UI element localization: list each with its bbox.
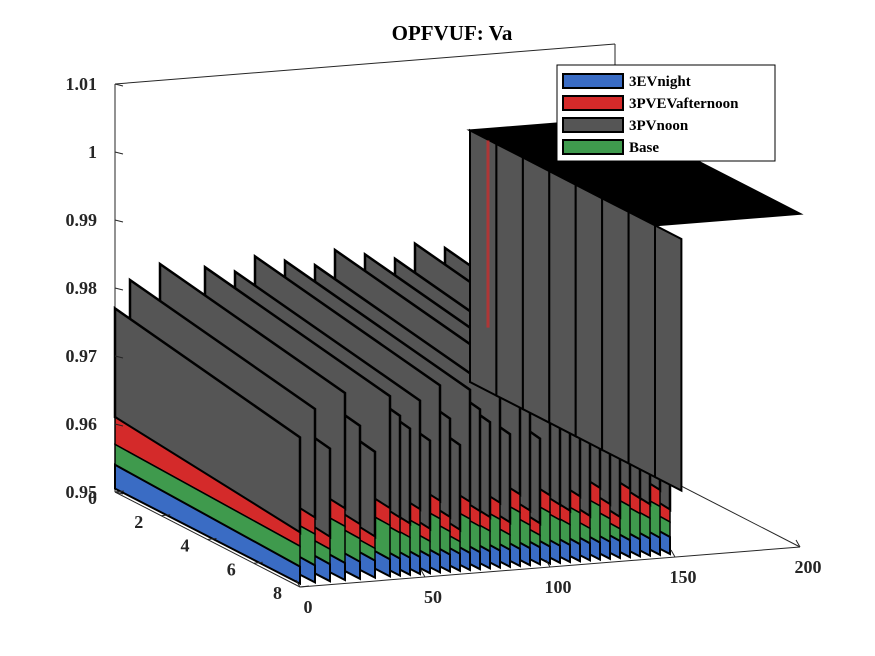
x-tick-mark <box>795 539 801 548</box>
z-tick-mark <box>114 219 124 223</box>
legend-label: 3EVnight <box>629 74 691 90</box>
legend-swatch <box>562 117 624 133</box>
noon-plateau-wall <box>654 223 683 493</box>
y-tick-mark <box>161 514 171 517</box>
noon-plateau-wall <box>548 169 577 438</box>
night-surface-panel <box>114 463 301 586</box>
legend-label: 3PVnoon <box>629 118 689 134</box>
x-tick-mark <box>545 559 551 568</box>
x-tick-label: 150 <box>670 567 697 587</box>
x-tick-mark <box>295 579 301 588</box>
surface-layers <box>113 117 804 586</box>
y-tick-label: 2 <box>134 512 143 532</box>
x-tick-label: 200 <box>795 557 822 577</box>
y-tick-label: 4 <box>181 536 190 556</box>
z-tick-label: 0.99 <box>66 210 98 230</box>
tick-labels: 0.95 0.96 0.97 0.98 0.99 1 1.01 0 50 100 150 200 0 2 4… <box>66 74 822 617</box>
x-tick-mark <box>420 569 426 578</box>
y-tick-mark <box>299 585 310 588</box>
legend[interactable]: 3EVnight 3PVEVafternoon 3PVnoon Base <box>556 64 776 162</box>
legend-swatch <box>562 95 624 111</box>
noon-plateau-wall <box>469 128 498 398</box>
z-tick-label: 0.95 <box>66 482 98 502</box>
y-tick-label: 8 <box>273 583 282 603</box>
z-tick-mark <box>114 355 124 359</box>
z-tick-mark <box>114 83 124 87</box>
y-tick-label: 6 <box>227 559 236 579</box>
noon-plateau-wall <box>574 183 604 452</box>
z-tick-label: 1 <box>88 142 97 162</box>
y-tick-mark <box>253 561 263 564</box>
x-tick-label: 50 <box>424 587 442 607</box>
legend-swatch <box>562 73 624 89</box>
z-tick-label: 1.01 <box>66 74 98 94</box>
noon-plateau-wall <box>521 155 551 425</box>
x-tick-mark <box>670 549 676 558</box>
noon-plateau-wall <box>627 210 656 479</box>
legend-label: Base <box>629 140 659 156</box>
x-tick-label: 100 <box>545 577 572 597</box>
legend-label: 3PVEVafternoon <box>629 96 739 112</box>
x-tick-label: 0 <box>304 597 313 617</box>
z-tick-mark <box>114 287 124 291</box>
chart-title: OPFVUF: Va <box>392 21 513 45</box>
axis-line <box>114 43 616 85</box>
z-tick-mark <box>114 151 124 155</box>
noon-plateau-wall <box>495 142 524 411</box>
z-tick-label: 0.96 <box>66 414 98 434</box>
z-tick-label: 0.98 <box>66 278 98 298</box>
noon-plateau-wall <box>601 196 630 466</box>
z-tick-label: 0.97 <box>66 346 98 366</box>
y-tick-mark <box>114 490 125 493</box>
legend-swatch <box>562 139 624 155</box>
y-tick-mark <box>207 538 217 540</box>
y-tick-label: 0 <box>88 488 97 508</box>
z-tick-mark <box>114 423 124 427</box>
